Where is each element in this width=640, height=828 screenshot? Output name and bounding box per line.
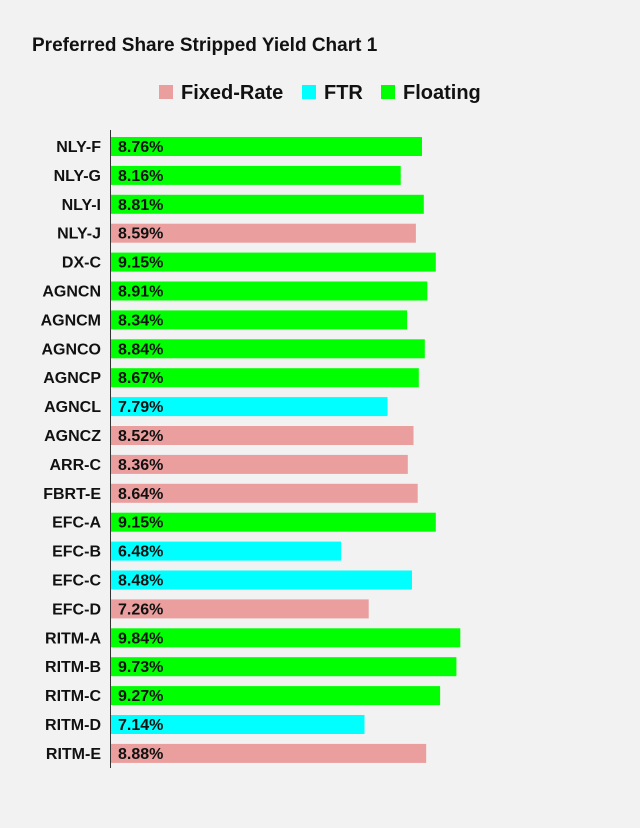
value-label-agncn: 8.91%: [118, 284, 163, 301]
bar-agncp: [111, 368, 419, 388]
value-label-ritm-c: 9.27%: [118, 688, 163, 705]
value-label-efc-b: 6.48%: [118, 544, 163, 561]
legend: Fixed-Rate FTR Floating: [159, 82, 481, 104]
category-label-agncn: AGNCN: [42, 284, 101, 301]
value-label-nly-f: 8.76%: [118, 139, 163, 156]
bar-agncz: [111, 426, 414, 445]
value-label-agncm: 8.34%: [118, 312, 163, 329]
category-label-agncl: AGNCL: [44, 399, 101, 416]
bar-agnco: [111, 339, 425, 359]
chart-title: Preferred Share Stripped Yield Chart 1: [32, 35, 378, 56]
bar-agncl: [111, 397, 388, 417]
category-label-agncm: AGNCM: [41, 312, 101, 329]
category-label-fbrt-e: FBRT-E: [43, 486, 101, 503]
category-label-efc-c: EFC-C: [52, 573, 101, 590]
category-label-nly-g: NLY-G: [54, 168, 101, 185]
value-label-agncp: 8.67%: [118, 370, 163, 387]
bar-nly-i: [111, 194, 424, 214]
value-label-agncz: 8.52%: [118, 428, 163, 445]
category-label-agncz: AGNCZ: [44, 428, 101, 445]
value-label-efc-d: 7.26%: [118, 601, 163, 618]
category-label-agnco: AGNCO: [41, 341, 101, 358]
bar-ritm-d: [111, 715, 365, 734]
bar-ritm-a: [111, 628, 461, 648]
category-label-ritm-b: RITM-B: [45, 659, 101, 676]
bar-nly-j: [111, 223, 416, 243]
category-label-nly-i: NLY-I: [62, 197, 101, 214]
category-label-efc-a: EFC-A: [52, 515, 101, 532]
bar-arr-c: [111, 454, 408, 474]
bar-fbrt-e: [111, 483, 418, 503]
category-label-efc-b: EFC-B: [52, 544, 101, 561]
category-label-ritm-e: RITM-E: [46, 746, 101, 763]
value-label-fbrt-e: 8.64%: [118, 486, 163, 503]
value-label-dx-c: 9.15%: [118, 255, 163, 272]
value-label-efc-a: 9.15%: [118, 515, 163, 532]
value-label-agnco: 8.84%: [118, 341, 163, 358]
legend-label-ftr: FTR: [324, 82, 363, 104]
value-label-agncl: 7.79%: [118, 399, 163, 416]
bars-group: NLY-F 8.76% NLY-G 8.16% NLY-I 8.81% NLY-J 8.59%…: [41, 137, 461, 763]
category-label-dx-c: DX-C: [62, 255, 102, 272]
value-label-nly-g: 8.16%: [118, 168, 163, 185]
bar-efc-b: [111, 541, 341, 561]
bar-dx-c: [111, 252, 436, 272]
legend-label-fixed-rate: Fixed-Rate: [181, 82, 283, 104]
legend-swatch-ftr: [302, 85, 316, 99]
category-label-ritm-d: RITM-D: [45, 717, 101, 734]
bar-efc-c: [111, 570, 412, 590]
category-label-ritm-c: RITM-C: [45, 688, 101, 705]
category-label-agncp: AGNCP: [43, 370, 101, 387]
legend-swatch-fixed-rate: [159, 85, 173, 99]
category-label-nly-j: NLY-J: [57, 226, 101, 243]
bar-efc-a: [111, 512, 436, 532]
bar-ritm-b: [111, 657, 457, 677]
bar-ritm-c: [111, 686, 441, 706]
bar-efc-d: [111, 599, 369, 619]
value-label-ritm-e: 8.88%: [118, 746, 163, 763]
legend-swatch-floating: [381, 85, 395, 99]
value-label-ritm-d: 7.14%: [118, 717, 163, 734]
category-label-ritm-a: RITM-A: [45, 630, 101, 647]
category-label-arr-c: ARR-C: [49, 457, 101, 474]
bar-agncn: [111, 281, 428, 301]
legend-label-floating: Floating: [403, 82, 481, 104]
bar-nly-g: [111, 165, 401, 185]
category-label-efc-d: EFC-D: [52, 601, 101, 618]
value-label-efc-c: 8.48%: [118, 573, 163, 590]
category-label-nly-f: NLY-F: [56, 139, 101, 156]
value-label-arr-c: 8.36%: [118, 457, 163, 474]
value-label-nly-i: 8.81%: [118, 197, 163, 214]
value-label-ritm-b: 9.73%: [118, 659, 163, 676]
value-label-ritm-a: 9.84%: [118, 630, 163, 647]
bar-ritm-e: [111, 743, 427, 763]
value-label-nly-j: 8.59%: [118, 226, 163, 243]
bar-nly-f: [111, 137, 422, 156]
bar-agncm: [111, 310, 408, 330]
